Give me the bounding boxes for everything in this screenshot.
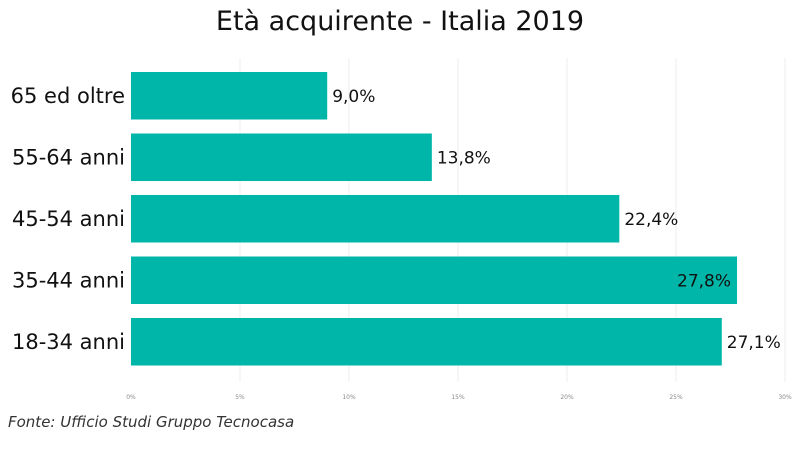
bar-18-34-anni — [131, 318, 722, 366]
x-tick-label: 30% — [778, 394, 792, 401]
x-tick-label: 15% — [451, 394, 465, 401]
value-label: 27,1% — [727, 333, 781, 353]
chart-title: Età acquirente - Italia 2019 — [215, 6, 585, 37]
x-tick-label: 20% — [560, 394, 574, 401]
category-label: 18-34 anni — [12, 330, 125, 354]
x-tick-label: 5% — [235, 394, 245, 401]
x-tick-label: 25% — [669, 394, 683, 401]
bar-35-44-anni — [131, 256, 738, 304]
value-label: 27,8% — [677, 271, 731, 291]
bar-65-ed-oltre — [131, 72, 328, 120]
category-label: 35-44 anni — [12, 268, 125, 292]
category-label: 45-54 anni — [12, 207, 125, 231]
category-label: 65 ed oltre — [11, 84, 125, 108]
x-tick-label: 10% — [342, 394, 356, 401]
labels: 0% 5% 10% 15% 20% 25% 30% 65 ed oltre 9,0% 55-64 … — [11, 84, 792, 401]
bar-chart: 0% 5% 10% 15% 20% 25% 30% 65 ed oltre 9,0% 55-64 … — [11, 58, 792, 401]
bars — [131, 72, 738, 366]
bar-45-54-anni — [131, 195, 620, 243]
value-label: 13,8% — [437, 148, 491, 168]
bar-55-64-anni — [131, 133, 432, 181]
category-label: 55-64 anni — [12, 145, 125, 169]
source-note: Fonte: Ufficio Studi Gruppo Tecnocasa — [8, 413, 295, 431]
value-label: 9,0% — [332, 87, 375, 107]
x-tick-label: 0% — [126, 394, 136, 401]
value-label: 22,4% — [624, 210, 678, 230]
